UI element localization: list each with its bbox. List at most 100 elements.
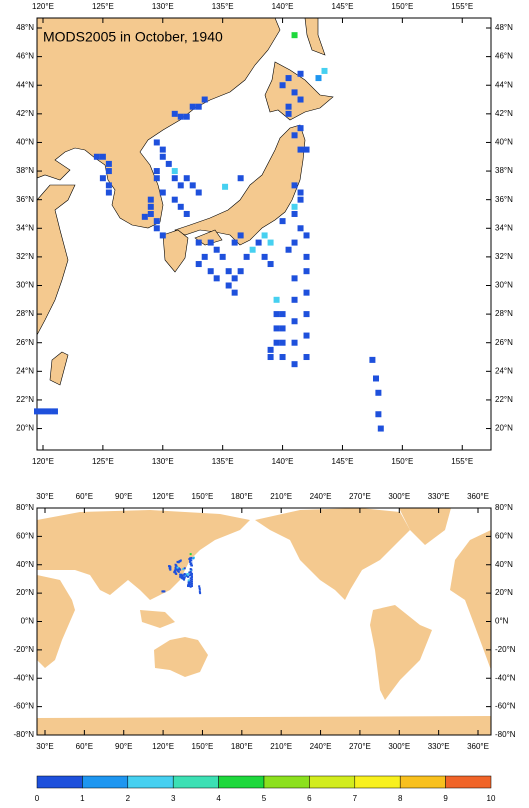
- obs-cell: [153, 168, 160, 175]
- obs-cell: [188, 558, 191, 561]
- obs-cell: [34, 408, 40, 415]
- obs-cell: [207, 268, 214, 275]
- obs-cell: [187, 583, 190, 586]
- colorbar-label: 0: [35, 794, 40, 803]
- obs-cell: [182, 568, 185, 571]
- obs-cell: [279, 82, 286, 89]
- lon-label: 240°E: [310, 492, 332, 501]
- lon-label: 360°E: [467, 492, 489, 501]
- obs-cell: [297, 70, 304, 77]
- lon-label: 145°E: [332, 457, 354, 466]
- lon-label: 30°E: [36, 492, 53, 501]
- lon-label: 300°E: [388, 492, 410, 501]
- lon-label: 150°E: [391, 2, 413, 11]
- obs-cell: [297, 125, 304, 132]
- lon-label: 125°E: [92, 457, 114, 466]
- obs-cell: [179, 559, 182, 562]
- obs-cell: [189, 585, 192, 588]
- colorbar-segment: [82, 775, 129, 789]
- lon-label: 210°E: [270, 742, 292, 751]
- lat-label: 0°N: [495, 617, 509, 626]
- lat-label: 26°N: [495, 338, 513, 347]
- obs-cell: [267, 346, 274, 353]
- obs-cell: [261, 253, 268, 260]
- lat-label: -20°N: [13, 645, 34, 654]
- obs-cell: [291, 132, 298, 139]
- obs-cell: [198, 587, 201, 590]
- obs-cell: [181, 577, 184, 580]
- colorbar-segment: [127, 775, 174, 789]
- colorbar-segment: [354, 775, 401, 789]
- obs-cell: [105, 189, 112, 196]
- lon-label: 130°E: [152, 457, 174, 466]
- obs-cell: [159, 153, 166, 160]
- obs-cell: [187, 582, 190, 585]
- obs-cell: [45, 408, 52, 415]
- lat-label: 20°N: [495, 424, 513, 433]
- obs-cell: [179, 568, 182, 571]
- obs-cell: [291, 339, 298, 346]
- obs-cell: [243, 253, 250, 260]
- obs-cell: [165, 160, 172, 167]
- lon-label: 150°E: [391, 457, 413, 466]
- obs-cell: [291, 89, 298, 96]
- obs-cell: [303, 232, 310, 239]
- obs-cell: [297, 225, 304, 232]
- obs-cell: [179, 573, 182, 576]
- lat-label: 40°N: [495, 560, 513, 569]
- lon-label: 150°E: [192, 742, 214, 751]
- obs-cell: [147, 210, 154, 217]
- obs-cell: [189, 570, 192, 573]
- obs-cell: [190, 575, 193, 578]
- lon-label: 120°E: [32, 2, 54, 11]
- obs-cell: [189, 577, 192, 580]
- obs-cell: [198, 590, 201, 593]
- obs-cell: [303, 311, 310, 318]
- obs-cell: [173, 571, 176, 574]
- obs-cell: [51, 408, 58, 415]
- lat-label: 24°N: [495, 366, 513, 375]
- obs-cell: [187, 575, 190, 578]
- obs-cell: [153, 225, 160, 232]
- obs-cell: [297, 146, 304, 153]
- obs-cell: [225, 282, 232, 289]
- obs-cell: [375, 411, 382, 418]
- obs-cell: [189, 182, 196, 189]
- lat-label: 38°N: [16, 166, 34, 175]
- obs-cell: [255, 239, 262, 246]
- obs-cell: [177, 182, 184, 189]
- obs-cell: [291, 182, 298, 189]
- land-world: [37, 508, 491, 735]
- lat-label: 22°N: [495, 395, 513, 404]
- lon-label: 120°E: [152, 742, 174, 751]
- obs-cell: [175, 572, 178, 575]
- lat-label: 0°N: [21, 617, 35, 626]
- lat-label: 40°N: [16, 138, 34, 147]
- obs-cell: [188, 571, 191, 574]
- obs-cell: [198, 585, 201, 588]
- obs-cell: [93, 153, 100, 160]
- obs-cell: [190, 559, 193, 562]
- obs-cell: [369, 356, 376, 363]
- obs-cell: [231, 289, 238, 296]
- land-top: [37, 18, 334, 386]
- obs-cell: [175, 568, 178, 571]
- colorbar-label: 6: [307, 794, 312, 803]
- obs-cell: [171, 110, 178, 117]
- colorbar-segment: [445, 775, 492, 789]
- obs-cell: [267, 261, 274, 268]
- lon-label: 270°E: [349, 742, 371, 751]
- lon-label: 330°E: [428, 742, 450, 751]
- obs-cell: [303, 268, 310, 275]
- obs-cell: [187, 573, 190, 576]
- obs-cell: [267, 354, 274, 361]
- obs-cell: [231, 239, 238, 246]
- obs-cell: [187, 579, 190, 582]
- colorbar-segment: [263, 775, 310, 789]
- obs-cell: [279, 311, 286, 318]
- lon-label: 240°E: [310, 742, 332, 751]
- obs-cell: [189, 553, 192, 556]
- lat-label: 24°N: [16, 366, 34, 375]
- obs-cell: [285, 75, 292, 82]
- obs-cell: [303, 354, 310, 361]
